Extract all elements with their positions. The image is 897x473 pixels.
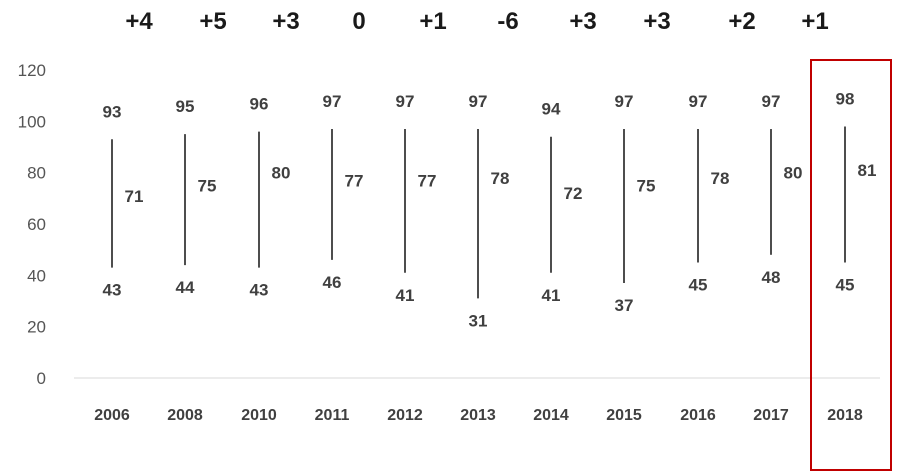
y-tick-label: 40: [27, 266, 46, 285]
high-value-label: 93: [103, 102, 122, 121]
mid-value-label: 78: [491, 169, 510, 188]
y-tick-label: 60: [27, 215, 46, 234]
low-value-label: 45: [836, 276, 855, 295]
high-value-label: 97: [689, 92, 708, 111]
x-tick-label: 2012: [387, 407, 423, 424]
mid-value-label: 81: [858, 161, 877, 180]
mid-value-label: 75: [198, 177, 217, 196]
delta-annotation: +4: [125, 8, 153, 35]
low-value-label: 43: [250, 281, 269, 300]
high-value-label: 97: [323, 92, 342, 111]
mid-value-label: 77: [418, 171, 437, 190]
high-value-label: 98: [836, 89, 855, 108]
high-value-label: 96: [250, 95, 269, 114]
mid-value-label: 77: [345, 171, 364, 190]
low-value-label: 46: [323, 273, 342, 292]
mid-value-label: 71: [125, 187, 144, 206]
x-tick-label: 2013: [460, 407, 496, 424]
x-tick-label: 2017: [753, 407, 789, 424]
high-value-label: 97: [469, 92, 488, 111]
low-value-label: 44: [176, 278, 195, 297]
y-tick-label: 20: [27, 318, 46, 337]
delta-annotation: +1: [419, 8, 446, 35]
delta-annotation: +3: [643, 8, 670, 35]
high-value-label: 95: [176, 97, 195, 116]
x-tick-label: 2014: [533, 407, 569, 424]
high-value-label: 97: [396, 92, 415, 111]
delta-annotation: +1: [801, 8, 828, 35]
delta-annotation: 0: [352, 8, 365, 35]
axis-layer: 0 20 40 60 80 100 120 2006 2008 2010 2011 2012 2013 2…: [18, 61, 880, 424]
delta-annotation: +3: [569, 8, 596, 35]
x-tick-label: 2011: [315, 407, 350, 424]
low-value-label: 43: [103, 281, 122, 300]
low-value-label: 31: [469, 311, 488, 330]
x-tick-label: 2008: [167, 407, 203, 424]
low-value-label: 48: [762, 268, 781, 287]
delta-annotation: +5: [199, 8, 226, 35]
low-value-label: 41: [396, 286, 415, 305]
mid-value-label: 78: [711, 169, 730, 188]
y-tick-label: 120: [18, 61, 46, 80]
delta-annotation: -6: [497, 8, 518, 35]
x-tick-label: 2015: [606, 407, 642, 424]
range-layer: [111, 126, 846, 299]
mid-value-label: 80: [272, 164, 291, 183]
mid-value-label: 75: [637, 177, 656, 196]
high-value-label: 97: [762, 92, 781, 111]
x-tick-label: 2018: [827, 407, 863, 424]
low-value-label: 37: [615, 296, 634, 315]
mid-value-label: 72: [564, 184, 583, 203]
x-tick-label: 2006: [94, 407, 130, 424]
low-value-label: 41: [542, 286, 561, 305]
x-tick-label: 2016: [680, 407, 716, 424]
y-tick-label: 0: [37, 369, 46, 388]
high-value-label: 97: [615, 92, 634, 111]
y-tick-label: 80: [27, 164, 46, 183]
delta-annotation: +3: [272, 8, 299, 35]
x-tick-label: 2010: [241, 407, 277, 424]
delta-annotation: +2: [728, 8, 755, 35]
annotation-layer: +4 +5 +3 0 +1 -6 +3 +3 +2 +1: [125, 8, 892, 471]
mid-value-label: 80: [784, 164, 803, 183]
y-tick-label: 100: [18, 112, 46, 131]
label-layer: 93 43 71 95 44 75 96 43 80 97 46 77 97 41 77 97 31 78 94 41…: [103, 89, 877, 330]
highlight-box-2018: [810, 59, 892, 471]
high-value-label: 94: [542, 100, 561, 119]
low-value-label: 45: [689, 276, 708, 295]
